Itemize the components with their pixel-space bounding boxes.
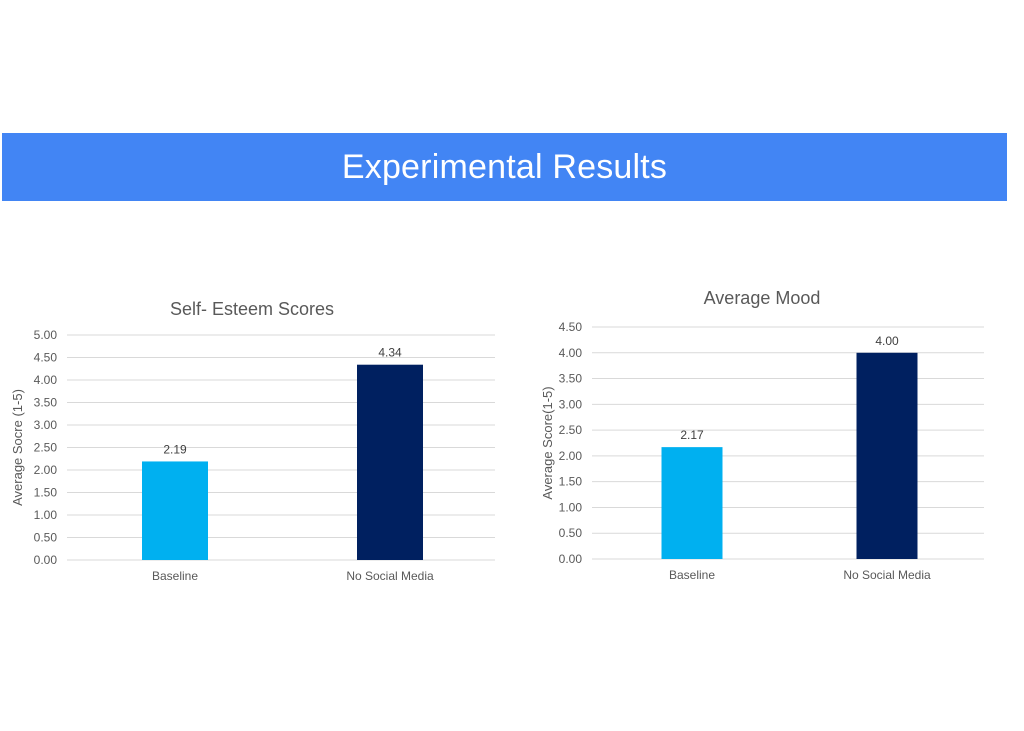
bar	[856, 352, 918, 559]
bar	[357, 364, 423, 560]
y-tick-label: 4.00	[34, 373, 58, 387]
y-tick-label: 0.50	[34, 531, 58, 545]
y-tick-label: 2.00	[34, 463, 58, 477]
header-banner: Experimental Results	[2, 133, 1007, 201]
y-axis-label: Average Score(1-5)	[540, 386, 555, 499]
category-label: Baseline	[152, 569, 198, 583]
category-label: Baseline	[669, 568, 715, 582]
y-tick-label: 0.00	[559, 552, 583, 566]
y-tick-label: 3.00	[34, 418, 58, 432]
page-title: Experimental Results	[341, 147, 668, 186]
data-label: 2.19	[163, 442, 187, 456]
y-tick-label: 2.00	[559, 449, 583, 463]
y-tick-label: 3.50	[559, 372, 583, 386]
bar	[661, 447, 723, 559]
y-tick-label: 0.00	[34, 553, 58, 567]
self-esteem-chart: Self- Esteem Scores 0.00 0.50 1.00 1.50 2.00 2…	[10, 299, 495, 583]
y-tick-label: 1.50	[559, 475, 583, 489]
average-mood-chart: Average Mood 0.00 0.50 1.00 1.50 2.00 2.50 3.00…	[540, 288, 984, 582]
data-label: 2.17	[680, 428, 704, 442]
y-tick-label: 4.50	[559, 320, 583, 334]
y-tick-label: 1.50	[34, 486, 58, 500]
data-label: 4.34	[378, 346, 402, 360]
y-tick-label: 4.00	[559, 346, 583, 360]
chart-title: Self- Esteem Scores	[170, 299, 334, 319]
y-axis-label: Average Socre (1-5)	[10, 389, 25, 506]
chart-title: Average Mood	[704, 288, 821, 308]
y-tick-label: 2.50	[34, 441, 58, 455]
y-tick-label: 1.00	[34, 508, 58, 522]
bar	[142, 461, 208, 560]
y-tick-label: 3.50	[34, 396, 58, 410]
y-tick-label: 5.00	[34, 328, 58, 342]
y-tick-label: 4.50	[34, 351, 58, 365]
y-tick-label: 1.00	[559, 500, 583, 514]
category-label: No Social Media	[843, 568, 931, 582]
y-tick-label: 2.50	[559, 423, 583, 437]
category-label: No Social Media	[346, 569, 434, 583]
data-label: 4.00	[875, 334, 899, 348]
y-tick-label: 0.50	[559, 526, 583, 540]
y-tick-label: 3.00	[559, 397, 583, 411]
